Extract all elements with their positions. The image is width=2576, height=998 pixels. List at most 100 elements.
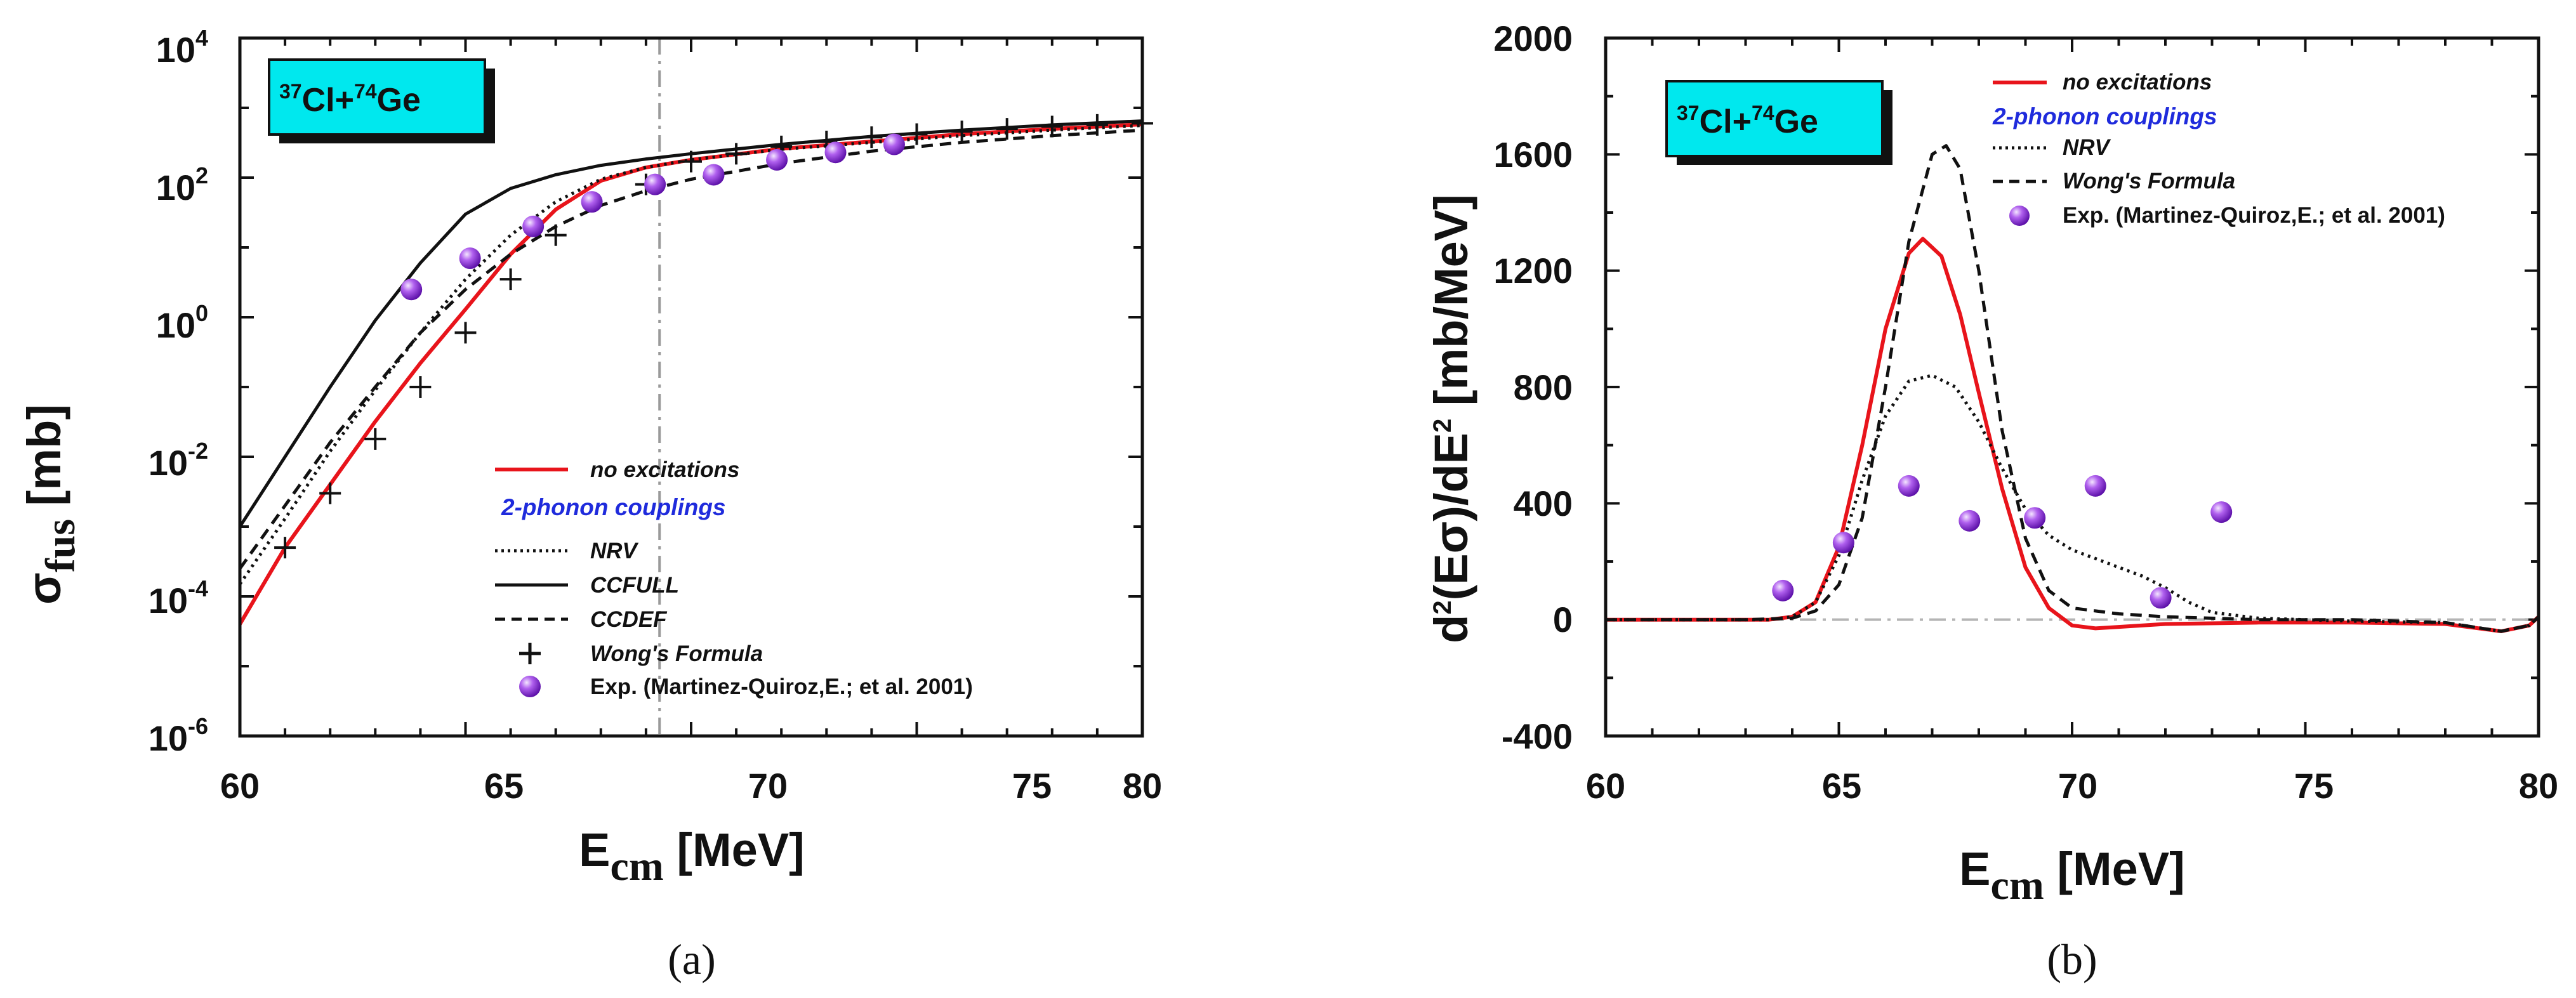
x-tick-label: 65	[1822, 766, 1861, 806]
exp-data-point	[1832, 532, 1854, 554]
y-tick-label: 0	[1553, 600, 1573, 640]
x-tick-label: 70	[748, 766, 788, 806]
exp-data-point	[2084, 475, 2106, 497]
wong-plus-marker	[364, 428, 386, 450]
exp-data-point	[766, 148, 788, 171]
x-tick-label: 80	[1123, 766, 1162, 806]
panel-b-xlabel: Ecm [MeV]	[1959, 843, 2185, 909]
legend-label: no excitations	[590, 457, 739, 482]
panel-a-y-tick-labels: 10-6 10-4 10-2 100 102 104	[149, 25, 208, 758]
exp-data-point	[1898, 475, 1920, 497]
wong-plus-marker	[1041, 115, 1063, 138]
series-line-nrv	[1606, 374, 2540, 633]
wong-plus-marker	[319, 482, 341, 504]
legend-heading: 2-phonon couplings	[1992, 103, 2217, 129]
y-tick-label: 10-4	[149, 575, 208, 620]
panel-b-y-tick-labels: -400 0 400 800 1200 1600 2000	[1493, 18, 1573, 756]
y-tick-label: 10-6	[149, 713, 208, 758]
panel-a-reaction-box: 37Cl+74Ge	[268, 58, 495, 143]
wong-plus-marker	[274, 537, 296, 559]
y-tick-label: 100	[156, 300, 208, 345]
wong-plus-marker	[861, 126, 883, 148]
y-tick-label: 800	[1514, 367, 1573, 407]
wong-plus-marker	[545, 224, 567, 246]
panel-a-plot-area: 60 65 70 75 80 10-6 10-4 10-2 100 102 10…	[149, 25, 1162, 806]
exp-data-point	[1958, 509, 1981, 532]
legend-heading: 2-phonon couplings	[501, 494, 726, 520]
exp-data-point	[2150, 587, 2172, 609]
wong-plus-marker	[454, 322, 477, 344]
x-tick-label: 60	[1586, 766, 1625, 806]
exp-data-point	[644, 173, 666, 195]
exp-data-point	[459, 247, 481, 270]
exp-data-point	[883, 133, 905, 155]
exp-data-point	[2210, 501, 2233, 523]
panel-b-plot-area: 60 65 70 75 80 -400 0 400 800 1200 1600 …	[1493, 18, 2558, 806]
panel-a-legend: no excitations 2-phonon couplings NRV CC…	[495, 457, 973, 699]
y-tick-label: 10-2	[149, 438, 208, 483]
legend-label: CCFULL	[590, 573, 679, 598]
x-tick-label: 60	[220, 766, 260, 806]
wong-plus-marker	[499, 268, 522, 291]
panel-b-ylabel: d2(Eσ)/dE2 [mb/MeV]	[1425, 194, 1477, 643]
wong-plus-marker	[409, 376, 432, 398]
panel-a-reaction-label: 37Cl+74Ge	[279, 80, 421, 119]
legend-label: Wong's Formula	[2063, 169, 2235, 194]
panel-a-frame	[238, 36, 1144, 738]
legend-label: Wong's Formula	[590, 641, 763, 666]
y-tick-label: 2000	[1493, 18, 1573, 58]
legend-label: CCDEF	[590, 607, 668, 632]
panel-b: d2(Eσ)/dE2 [mb/MeV] 60 65 70 75 80 -400 …	[1425, 18, 2558, 983]
panel-a: σfus [mb] 60 65 70 75 80 10-6 10-4 10-2 …	[18, 25, 1162, 983]
x-tick-label: 80	[2519, 766, 2558, 806]
legend-label: no excitations	[2063, 70, 2212, 95]
y-tick-label: 1200	[1493, 251, 1573, 291]
panel-a-x-tick-labels: 60 65 70 75 80	[220, 766, 1162, 806]
exp-data-point	[1772, 579, 1794, 601]
wong-plus-marker	[951, 121, 973, 143]
panel-b-label: (b)	[2047, 935, 2097, 983]
y-tick-label: 400	[1514, 483, 1573, 523]
series-line-nrv	[238, 124, 1143, 586]
exp-data-point	[2024, 507, 2046, 529]
panel-b-x-tick-labels: 60 65 70 75 80	[1586, 766, 2558, 806]
legend-label: NRV	[590, 539, 639, 563]
exp-data-point	[581, 191, 603, 213]
panel-a-ylabel: σfus [mb]	[18, 404, 84, 605]
panel-a-series	[238, 119, 1143, 626]
wong-plus-marker	[725, 143, 748, 165]
x-tick-label: 70	[2058, 766, 2097, 806]
legend-swatch-wong-plus	[519, 643, 541, 664]
y-tick-label: 1600	[1493, 135, 1573, 174]
legend-label: Exp. (Martinez-Quiroz,E.; et al. 2001)	[2063, 203, 2445, 228]
wong-plus-marker	[1086, 114, 1108, 136]
panel-b-reaction-box: 37Cl+74Ge	[1665, 80, 1892, 165]
series-line-ccdef	[238, 128, 1143, 570]
y-tick-label: -400	[1502, 716, 1573, 756]
exp-data-point	[522, 215, 545, 237]
panel-b-legend: no excitations 2-phonon couplings NRV Wo…	[1992, 70, 2445, 228]
x-tick-label: 75	[2294, 766, 2334, 806]
legend-label: Exp. (Martinez-Quiroz,E.; et al. 2001)	[590, 674, 973, 699]
x-tick-label: 75	[1012, 766, 1052, 806]
wong-plus-marker	[680, 150, 702, 173]
legend-swatch-exp-sphere	[2009, 206, 2030, 226]
exp-data-point	[400, 279, 423, 301]
panel-a-label: (a)	[668, 935, 715, 983]
series-line-no-excitations	[1606, 237, 2540, 633]
panel-b-frame	[1604, 36, 2540, 738]
x-tick-label: 65	[484, 766, 524, 806]
exp-data-point	[824, 141, 847, 164]
exp-data-point	[703, 164, 725, 186]
panel-a-xlabel: Ecm [MeV]	[579, 824, 805, 890]
panel-b-reaction-label: 37Cl+74Ge	[1677, 102, 1818, 140]
wong-plus-marker	[906, 123, 928, 145]
panel-b-markers	[1772, 475, 2233, 609]
legend-swatch-exp-sphere	[519, 676, 541, 697]
series-line-no-excitations	[238, 122, 1143, 626]
panel-a-markers	[274, 112, 1153, 559]
series-line-wong-s-formula	[1606, 144, 2540, 633]
legend-label: NRV	[2063, 135, 2111, 160]
y-tick-label: 102	[156, 162, 208, 207]
